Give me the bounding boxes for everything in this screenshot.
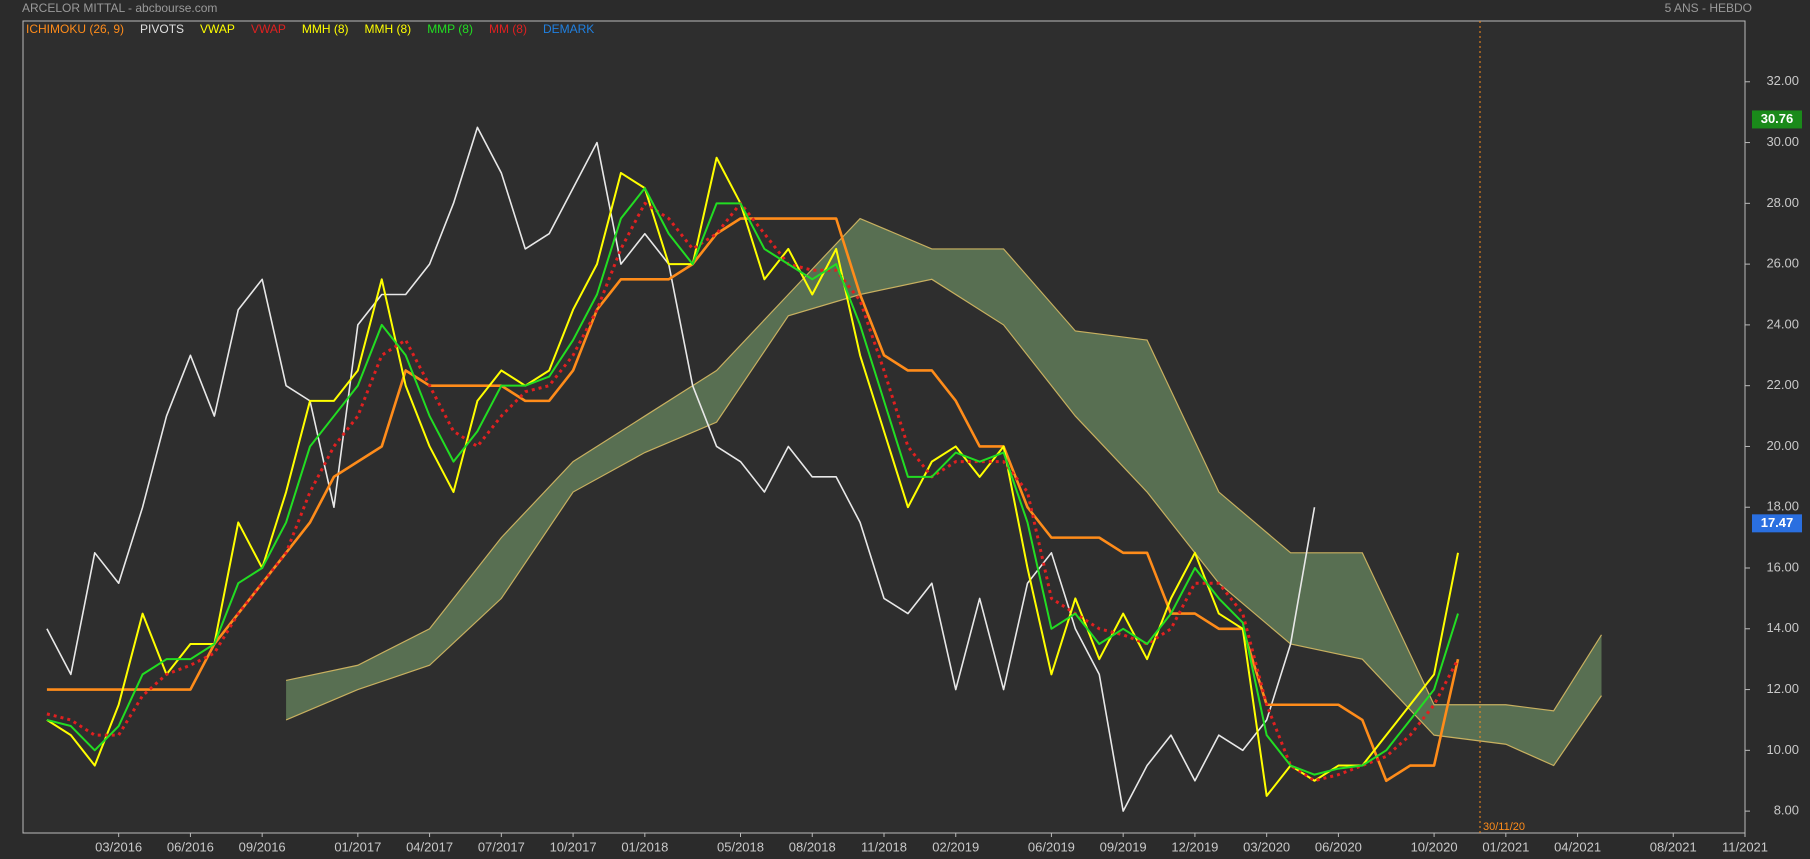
x-tick-label: 04/2017 (406, 839, 453, 854)
legend-entry: MM (8) (489, 22, 527, 36)
legend-entry: VWAP (200, 22, 235, 36)
y-tick-label: 20.00 (1766, 438, 1799, 453)
legend-entry: MMH (8) (365, 22, 412, 36)
x-tick-label: 03/2020 (1243, 839, 1290, 854)
series-line (46, 156, 1459, 797)
x-tick-label: 02/2019 (932, 839, 979, 854)
y-tick-label: 12.00 (1766, 681, 1799, 696)
cloud-fill (286, 218, 1602, 766)
y-tick-label: 28.00 (1766, 195, 1799, 210)
x-tick-label: 03/2016 (95, 839, 142, 854)
x-tick-label: 06/2019 (1028, 839, 1075, 854)
y-tick-label: 26.00 (1766, 256, 1799, 271)
legend-entry: MMH (8) (302, 22, 349, 36)
chart-subtitle: 5 ANS - HEBDO (1665, 1, 1752, 15)
x-tick-label: 08/2021 (1650, 839, 1697, 854)
x-tick-label: 01/2021 (1482, 839, 1529, 854)
x-tick-label: 12/2019 (1171, 839, 1218, 854)
x-tick-label: 06/2020 (1315, 839, 1362, 854)
price-label-box (1752, 514, 1802, 533)
y-tick-label: 10.00 (1766, 742, 1799, 757)
legend-entry: MMP (8) (427, 22, 473, 36)
y-tick-label: 8.00 (1774, 803, 1799, 818)
series-line (46, 201, 1460, 783)
price-label: 30.76 (1761, 111, 1794, 126)
x-tick-label: 07/2017 (478, 839, 525, 854)
x-tick-label: 05/2018 (717, 839, 764, 854)
y-tick-label: 30.00 (1766, 134, 1799, 149)
x-tick-label: 11/2018 (861, 839, 907, 854)
y-tick-label: 16.00 (1766, 559, 1799, 574)
legend-entry: PIVOTS (140, 22, 184, 36)
x-tick-label: 09/2016 (239, 839, 286, 854)
price-label: 17.47 (1761, 515, 1794, 530)
cloud-edge (285, 217, 1603, 712)
legend-entry: ICHIMOKU (26, 9) (26, 22, 124, 36)
x-tick-label: 10/2017 (550, 839, 597, 854)
series-line (46, 187, 1459, 776)
cloud-edge (285, 278, 1602, 767)
x-tick-label: 08/2018 (789, 839, 836, 854)
x-tick-label: 06/2016 (167, 839, 214, 854)
y-tick-label: 32.00 (1766, 73, 1799, 88)
chart-title: ARCELOR MITTAL - abcbourse.com (22, 1, 217, 15)
series-line (46, 126, 1316, 812)
x-tick-label: 01/2018 (621, 839, 668, 854)
cursor-label: 30/11/20 (1483, 821, 1525, 833)
y-tick-label: 18.00 (1766, 499, 1799, 514)
legend-entry: DEMARK (543, 22, 594, 36)
x-tick-label: 09/2019 (1100, 839, 1147, 854)
x-tick-label: 11/2021 (1722, 839, 1768, 854)
y-tick-label: 14.00 (1766, 620, 1799, 635)
y-tick-label: 24.00 (1766, 316, 1799, 331)
price-label-box (1752, 110, 1802, 129)
x-tick-label: 01/2017 (334, 839, 381, 854)
x-tick-label: 04/2021 (1554, 839, 1601, 854)
legend-entry: VWAP (251, 22, 286, 36)
x-tick-label: 10/2020 (1411, 839, 1458, 854)
y-tick-label: 22.00 (1766, 377, 1799, 392)
